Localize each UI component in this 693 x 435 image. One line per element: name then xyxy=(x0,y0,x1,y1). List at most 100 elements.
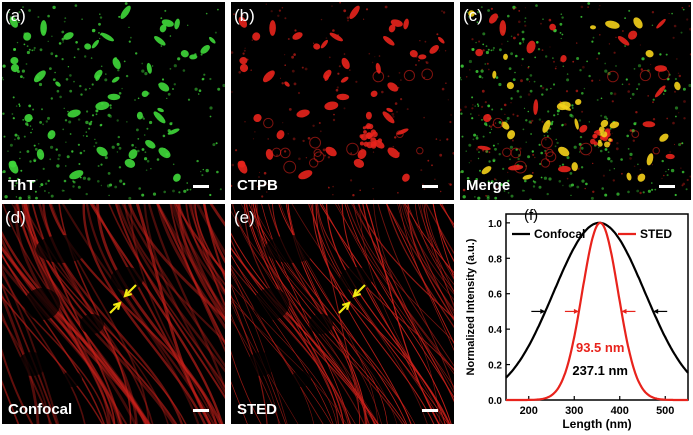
tht-speckle xyxy=(209,115,212,118)
ctpb-speckle xyxy=(258,176,260,178)
ctpb-speckle xyxy=(291,55,294,59)
plaque-cluster xyxy=(593,141,598,146)
ctpb-speckle xyxy=(307,137,311,140)
tht-speckle xyxy=(466,177,470,180)
tht-speckle xyxy=(82,176,86,180)
tht-speckle xyxy=(504,182,507,185)
plaque xyxy=(10,56,19,65)
ctpb-speckle xyxy=(478,114,480,116)
ctpb-speckle xyxy=(445,82,447,84)
tht-speckle xyxy=(79,151,83,155)
plaque-cluster xyxy=(601,131,608,138)
plaque-cluster xyxy=(596,131,601,136)
tht-speckle xyxy=(109,114,112,118)
plaque xyxy=(549,23,556,31)
ctpb-speckle xyxy=(520,79,523,83)
tht-speckle xyxy=(94,138,96,140)
fiber-strand xyxy=(121,204,225,368)
tht-speckle xyxy=(117,135,121,139)
ring-structure xyxy=(313,151,325,163)
ctpb-speckle xyxy=(470,160,472,162)
tht-speckle xyxy=(524,20,526,23)
tht-speckle xyxy=(681,170,685,174)
tht-speckle xyxy=(69,74,72,77)
tht-speckle xyxy=(539,84,543,88)
intensity-profile-chart: 200 300 400 500 0.0 0.2 0.4 0.6 0.8 1.0 Length (nm… xyxy=(465,207,689,431)
plaque xyxy=(388,24,396,33)
ring-structure xyxy=(283,160,297,174)
tht-speckle xyxy=(91,114,95,117)
tht-speckle xyxy=(67,110,69,113)
tht-speckle xyxy=(69,89,73,93)
tht-speckle xyxy=(510,194,514,198)
ctpb-speckle xyxy=(449,183,452,186)
ctpb-speckle xyxy=(332,29,335,32)
tht-speckle xyxy=(485,50,489,55)
tht-speckle xyxy=(114,185,118,189)
plaque xyxy=(628,30,638,40)
tht-speckle xyxy=(667,168,670,171)
plaque xyxy=(340,76,349,83)
tht-speckle xyxy=(609,127,612,130)
ctpb-speckle xyxy=(516,114,519,117)
ctpb-speckle xyxy=(652,101,654,104)
ctpb-speckle xyxy=(284,54,286,56)
tht-speckle xyxy=(107,172,111,175)
tht-speckle xyxy=(18,103,21,106)
tht-speckle xyxy=(186,188,189,191)
tht-speckle xyxy=(9,143,13,147)
plaque xyxy=(159,24,167,33)
plaque xyxy=(276,130,285,140)
ctpb-speckle xyxy=(244,47,246,49)
ctpb-speckle xyxy=(596,57,599,60)
tht-speckle xyxy=(82,135,85,137)
tht-speckle xyxy=(72,180,74,182)
tht-speckle xyxy=(631,92,635,96)
tht-speckle xyxy=(600,97,603,100)
tht-speckle xyxy=(482,32,486,36)
ctpb-speckle xyxy=(488,151,491,154)
plaque xyxy=(522,174,533,180)
plaque xyxy=(153,111,166,124)
tht-speckle xyxy=(45,120,48,123)
tht-speckle xyxy=(98,22,101,26)
tht-speckle xyxy=(495,76,499,79)
ctpb-speckle xyxy=(346,16,350,20)
tht-speckle xyxy=(83,149,86,152)
ctpb-speckle xyxy=(365,8,369,11)
tht-speckle xyxy=(512,78,516,81)
fiber-strand xyxy=(188,204,225,295)
plaque xyxy=(100,32,114,42)
ctpb-speckle xyxy=(363,18,365,20)
panel-ctpb: (b) CTPB xyxy=(231,2,454,200)
tht-speckle xyxy=(473,133,477,137)
tht-speckle xyxy=(476,21,479,23)
tht-speckle xyxy=(471,96,474,99)
ctpb-speckle xyxy=(235,149,238,152)
tht-speckle xyxy=(587,2,591,5)
tht-speckle xyxy=(135,52,138,55)
tht-speckle xyxy=(13,48,17,51)
ring-structure xyxy=(502,147,512,158)
tht-speckle xyxy=(637,83,641,86)
ring-structure xyxy=(652,147,660,155)
ctpb-speckle xyxy=(278,9,281,12)
plaque xyxy=(136,111,143,120)
tht-speckle xyxy=(144,72,148,76)
tht-speckle xyxy=(77,185,81,189)
tht-speckle xyxy=(51,35,53,38)
fiber-strand xyxy=(256,204,365,424)
tht-speckle xyxy=(136,128,139,132)
tht-speckle xyxy=(71,150,74,153)
fiber-strand xyxy=(116,204,225,373)
ctpb-speckle xyxy=(481,105,484,108)
ctpb-speckle xyxy=(324,154,326,157)
tht-speckle xyxy=(14,133,18,137)
tht-speckle xyxy=(524,179,527,183)
tht-speckle xyxy=(596,99,599,101)
ctpb-speckle xyxy=(396,111,398,113)
ctpb-speckle xyxy=(527,66,530,69)
tht-speckle xyxy=(569,113,573,117)
sted-fiber-image xyxy=(231,204,454,424)
tht-speckle xyxy=(124,2,128,5)
